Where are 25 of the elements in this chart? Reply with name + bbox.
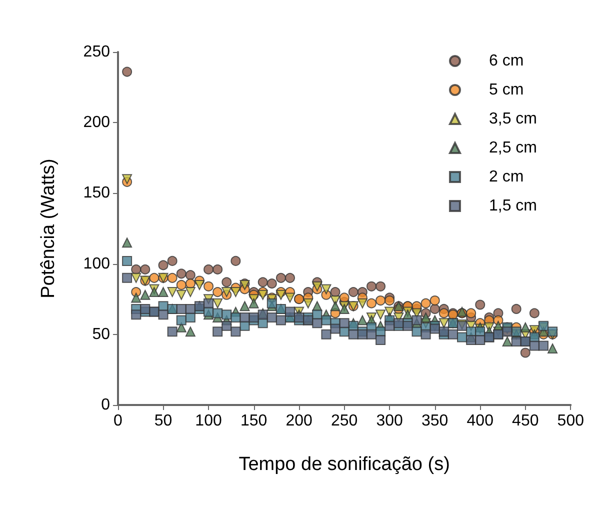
x-tick-label: 500	[557, 412, 584, 430]
legend-label: 5 cm	[488, 82, 524, 98]
legend-label: 1,5 cm	[488, 198, 537, 214]
y-tick-label: 100	[83, 255, 110, 272]
x-tick-label: 150	[240, 412, 268, 430]
x-tick-label: 350	[422, 412, 448, 430]
legend-label: 3,5 cm	[488, 110, 537, 128]
x-tick-label: 400	[466, 412, 494, 430]
x-tick-label: 50	[154, 412, 172, 430]
x-tick-label: 100	[195, 412, 222, 430]
x-tick-label: 0	[114, 412, 123, 430]
legend-label: 6 cm	[488, 52, 524, 70]
x-tick-label: 300	[376, 412, 404, 430]
legend-label: 2,5 cm	[488, 140, 537, 156]
x-tick-label: 250	[330, 412, 358, 430]
x-axis-title: Tempo de sonificação (s)	[238, 454, 450, 475]
y-tick-label: 150	[83, 184, 110, 202]
y-tick-label: 0	[101, 396, 110, 414]
y-tick-label: 250	[83, 44, 110, 60]
y-axis-title: Potência (Watts)	[38, 158, 59, 298]
y-tick-label: 200	[83, 114, 110, 132]
x-tick-label: 200	[286, 412, 313, 430]
x-tick-label: 450	[512, 412, 539, 430]
y-tick-label: 50	[92, 326, 110, 343]
legend-label: 2 cm	[488, 168, 524, 186]
